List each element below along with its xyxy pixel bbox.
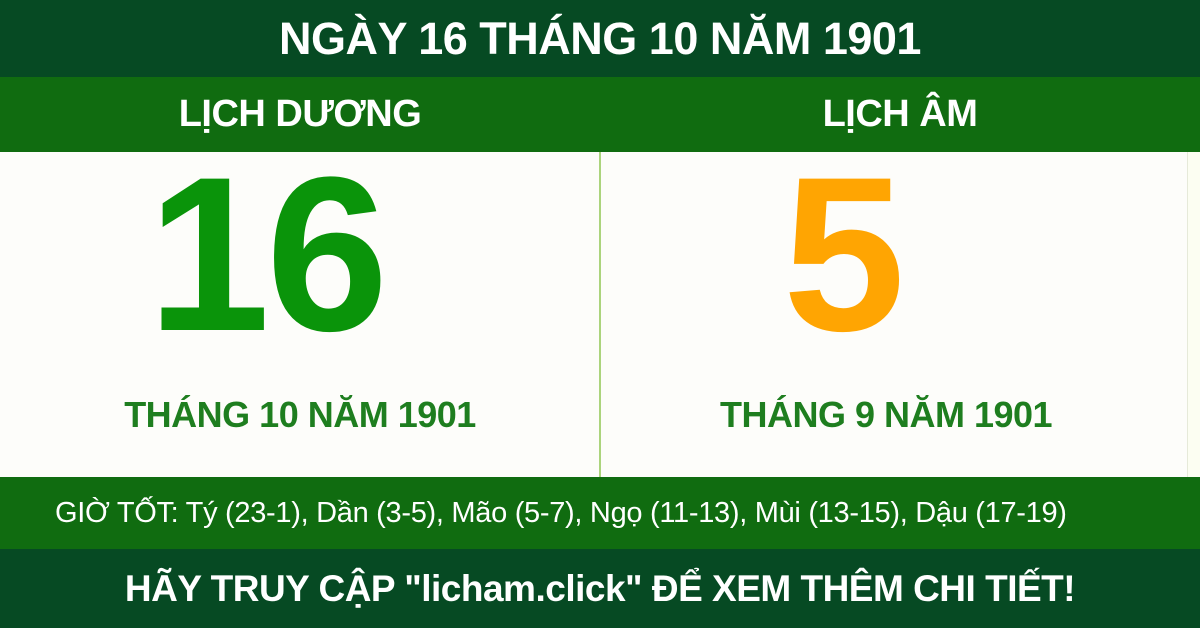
column-divider — [599, 152, 601, 477]
page-title: NGÀY 16 THÁNG 10 NĂM 1901 — [279, 12, 921, 64]
footer-cta-bar: HÃY TRUY CẬP "licham.click" ĐỂ XEM THÊM … — [0, 549, 1200, 628]
good-hours-text: GIỜ TỐT: Tý (23-1), Dần (3-5), Mão (5-7)… — [55, 496, 1067, 529]
solar-column: 16 THÁNG 10 NĂM 1901 — [0, 144, 600, 477]
good-hours-bar: GIỜ TỐT: Tý (23-1), Dần (3-5), Mão (5-7)… — [0, 477, 1200, 549]
lunar-calendar-label: LỊCH ÂM — [822, 93, 978, 135]
footer-cta-text: HÃY TRUY CẬP "licham.click" ĐỂ XEM THÊM … — [124, 567, 1076, 609]
solar-day-number: 16 — [147, 131, 389, 377]
lunar-day-number: 5 — [782, 131, 905, 377]
calendar-type-header: LỊCH DƯƠNG LỊCH ÂM — [0, 77, 1200, 152]
solar-month-year: THÁNG 10 NĂM 1901 — [124, 394, 476, 435]
lunar-month-year: THÁNG 9 NĂM 1901 — [719, 394, 1053, 435]
solar-calendar-label: LỊCH DƯƠNG — [178, 93, 422, 135]
date-header-bar: NGÀY 16 THÁNG 10 NĂM 1901 — [0, 0, 1200, 77]
calendar-body: 16 THÁNG 10 NĂM 1901 5 THÁNG 9 NĂM 1901 — [0, 144, 1200, 477]
right-edge-strip — [1187, 152, 1200, 477]
lunar-column: 5 THÁNG 9 NĂM 1901 — [600, 144, 1200, 477]
